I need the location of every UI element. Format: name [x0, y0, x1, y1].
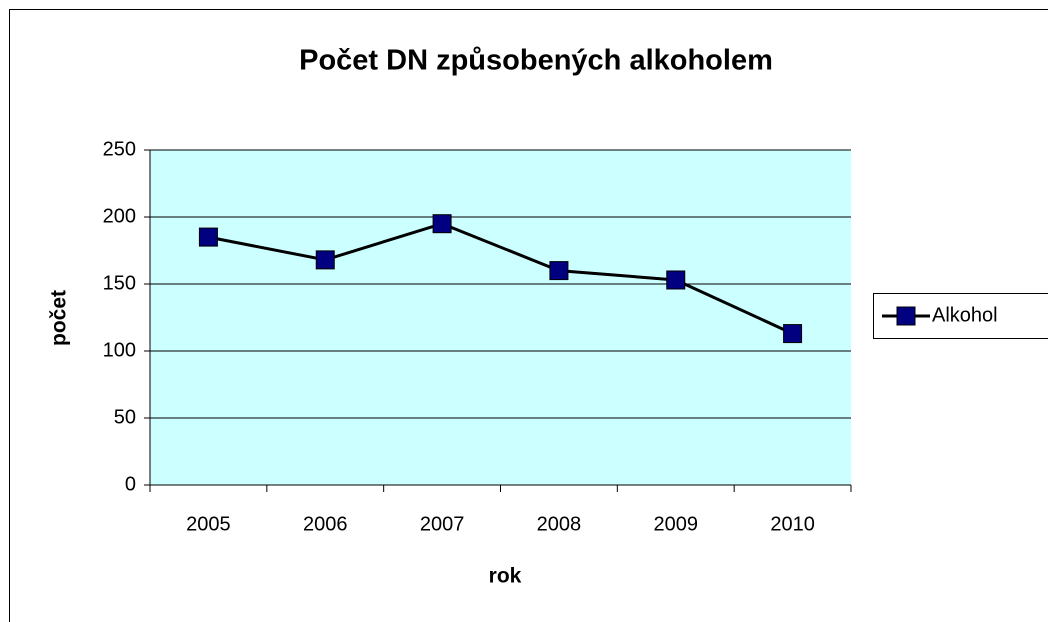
series-line [208, 222, 794, 335]
x-tick-label: 2008 [537, 513, 582, 535]
y-axis-title: počet [48, 290, 71, 346]
x-axis-title: rok [489, 565, 522, 588]
legend-label: Alkohol [932, 304, 998, 326]
marker [666, 270, 686, 290]
marker [315, 250, 335, 270]
marker [783, 324, 803, 344]
y-tick-label: 250 [103, 138, 136, 160]
x-tick-label: 2010 [770, 513, 815, 535]
y-tick-label: 100 [103, 339, 136, 361]
x-tick-label: 2006 [303, 513, 348, 535]
y-tick-label: 50 [114, 406, 136, 428]
marker [432, 214, 452, 234]
y-tick-label: 150 [103, 272, 136, 294]
legend-marker [896, 306, 916, 326]
y-tick-label: 200 [103, 205, 136, 227]
y-tick-label: 0 [125, 473, 136, 495]
x-tick-label: 2007 [420, 513, 465, 535]
marker [198, 227, 218, 247]
marker [549, 261, 569, 281]
x-tick-label: 2005 [186, 513, 231, 535]
x-tick-label: 2009 [654, 513, 699, 535]
plot-area [150, 150, 851, 485]
chart-title: Počet DN způsobených alkoholem [299, 45, 773, 77]
